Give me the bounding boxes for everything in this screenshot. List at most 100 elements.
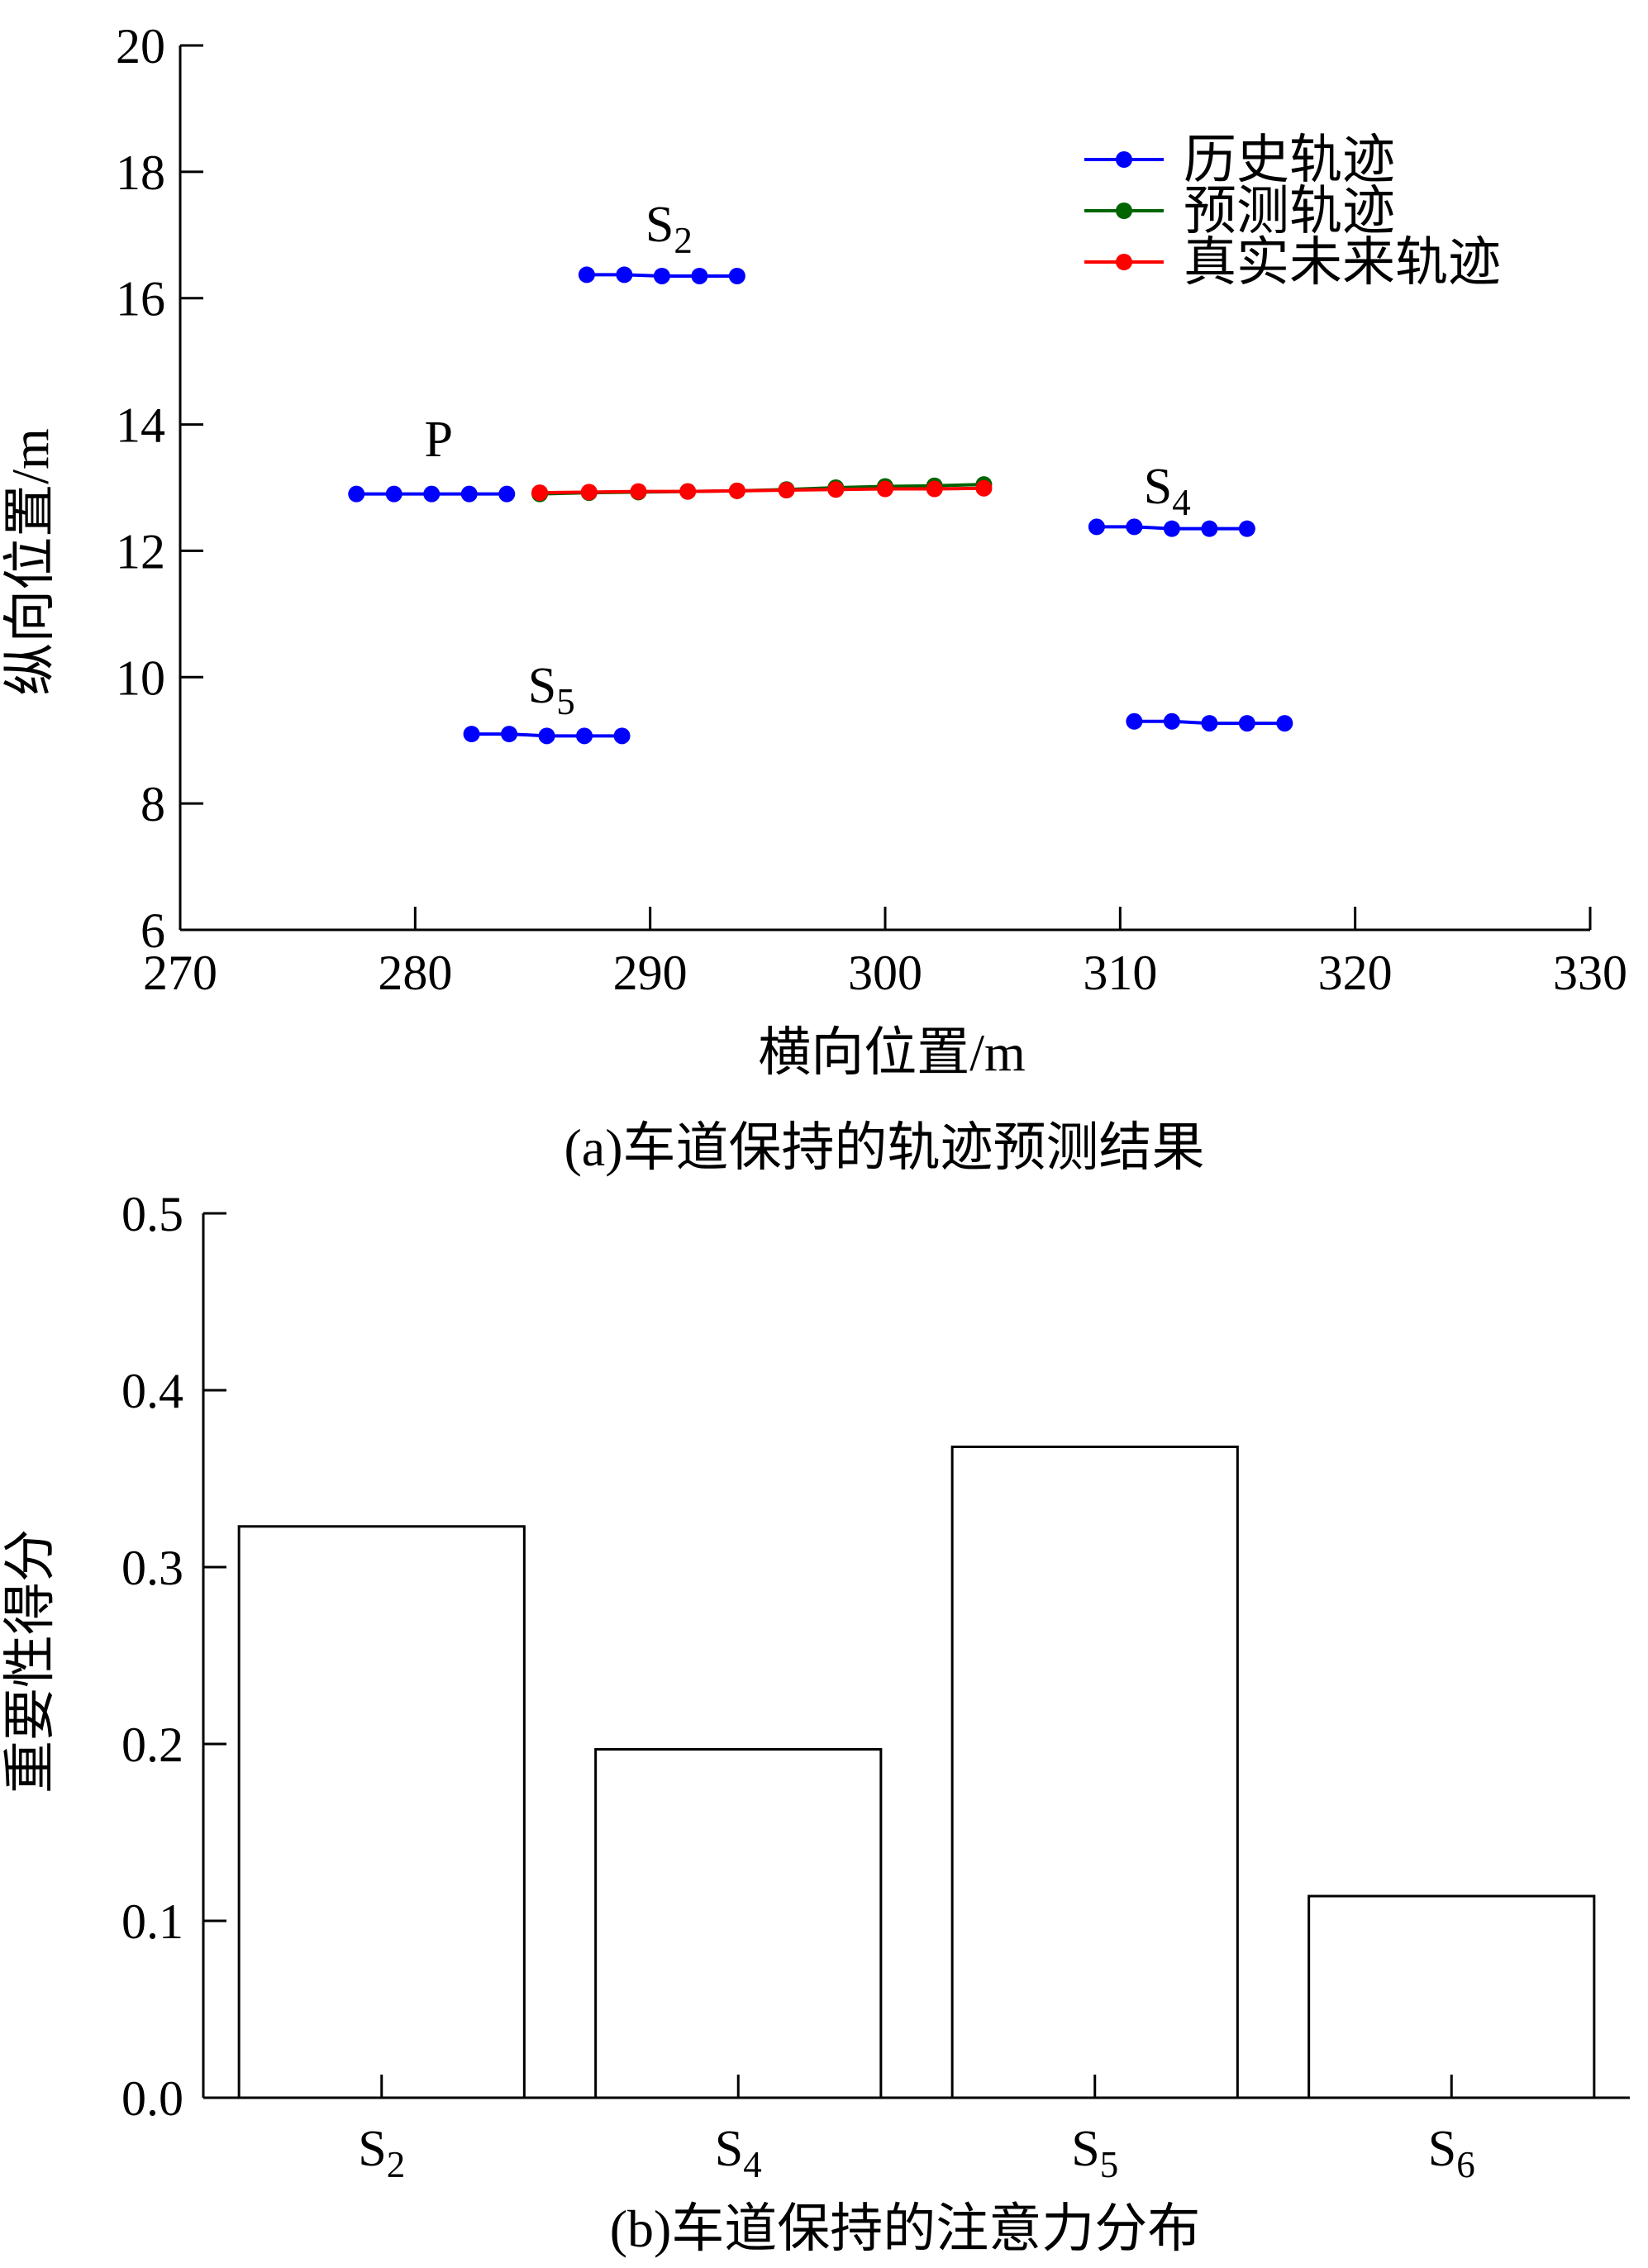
data-point [653, 267, 670, 284]
data-point [630, 483, 647, 500]
data-point [827, 481, 845, 498]
y-tick-label: 12 [116, 524, 165, 579]
attention-chart: 0.0 0.1 0.2 0.3 0.4 0.5 S2 S4 S5 S6 重要性得分 (b)车道保… [1, 1187, 1630, 2258]
data-point [778, 482, 795, 499]
series-历史轨迹 [348, 485, 516, 503]
bar [950, 1445, 1239, 2099]
data-point [975, 479, 993, 497]
y-tick-label: 14 [116, 398, 165, 453]
x-tick-label: S4 [715, 2121, 762, 2185]
annotation-label: P [425, 412, 453, 468]
y-tick-label: 0.1 [121, 1894, 183, 1949]
trajectory-y-ticks: 6 8 10 12 14 16 18 20 [116, 19, 203, 958]
data-point [1238, 520, 1255, 537]
data-point [1126, 518, 1143, 536]
bar [1307, 1894, 1596, 2099]
data-point [926, 480, 943, 498]
data-point [679, 483, 697, 500]
trajectory-annotations: S2 P S4 S5 [425, 197, 1191, 722]
data-point [423, 485, 441, 503]
data-point [1088, 518, 1105, 536]
data-point [578, 266, 595, 284]
data-point [616, 266, 633, 284]
y-tick-label: 0.3 [121, 1541, 183, 1595]
data-point [1238, 715, 1255, 732]
y-tick-label: 18 [116, 145, 165, 200]
data-point [460, 485, 478, 503]
series-真实未来轨迹 [531, 479, 993, 502]
annotation-label: S5 [528, 658, 575, 722]
series-历史轨迹 [1126, 712, 1293, 732]
x-tick-label: 270 [143, 946, 217, 1000]
y-tick-label: 20 [116, 19, 165, 74]
legend-swatch-marker [1116, 202, 1132, 219]
x-tick-label: 300 [848, 946, 922, 1000]
data-point [538, 727, 555, 745]
attention-y-axis-title: 重要性得分 [1, 1529, 60, 1794]
legend-swatch-marker [1116, 254, 1132, 270]
data-point [1201, 715, 1218, 732]
annotation-label: S4 [1144, 459, 1191, 523]
x-tick-label: 320 [1318, 946, 1393, 1000]
y-tick-label: 16 [116, 272, 165, 326]
x-tick-label: S5 [1071, 2121, 1118, 2185]
attention-bars [237, 1445, 1596, 2099]
trajectory-x-ticks: 270 280 290 300 310 320 330 [143, 907, 1627, 1000]
data-point [728, 267, 745, 284]
x-tick-label: 280 [378, 946, 452, 1000]
series-历史轨迹 [578, 266, 745, 284]
y-tick-label: 0.4 [121, 1364, 183, 1418]
data-point [348, 485, 365, 503]
legend-item: 真实未来轨迹 [1084, 233, 1501, 292]
legend-label: 预测轨迹 [1184, 182, 1395, 241]
attention-x-ticks: S2 S4 S5 S6 [358, 2075, 1475, 2185]
data-point [728, 482, 745, 499]
data-point [498, 485, 516, 503]
x-tick-label: 330 [1553, 946, 1627, 1000]
y-tick-label: 0.5 [121, 1187, 183, 1241]
y-tick-label: 10 [116, 650, 165, 705]
trajectory-caption: (a)车道保持的轨迹预测结果 [564, 1118, 1204, 1177]
legend-item: 历史轨迹 [1084, 131, 1395, 189]
y-tick-label: 6 [141, 903, 165, 958]
data-point [501, 726, 518, 743]
trajectory-x-axis-title: 横向位置/m [758, 1023, 1026, 1082]
y-tick-label: 0.0 [121, 2071, 183, 2126]
data-point [877, 480, 893, 498]
y-tick-label: 0.2 [121, 1718, 183, 1772]
legend-label: 历史轨迹 [1184, 131, 1395, 189]
trajectory-chart: 270 280 290 300 310 320 330 6 8 10 12 14 16 18 20 S2 P… [1, 19, 1627, 1177]
x-tick-label: 290 [613, 946, 688, 1000]
data-point [580, 484, 598, 501]
data-point [463, 726, 480, 743]
legend-swatch-marker [1116, 151, 1132, 168]
series-line [540, 486, 984, 495]
x-tick-label: S2 [358, 2121, 405, 2185]
data-point [531, 484, 549, 502]
data-point [1126, 712, 1143, 730]
data-point [613, 727, 631, 745]
data-point [1201, 520, 1218, 537]
trajectory-series [348, 266, 1293, 745]
attention-y-ticks: 0.0 0.1 0.2 0.3 0.4 0.5 [121, 1187, 226, 2126]
bar [594, 1747, 883, 2099]
data-point [1276, 715, 1293, 732]
data-point [1163, 712, 1180, 730]
annotation-label: S2 [645, 197, 693, 261]
y-tick-label: 8 [141, 777, 165, 831]
bar [237, 1525, 526, 2099]
legend-label: 真实未来轨迹 [1184, 233, 1501, 292]
series-历史轨迹 [1088, 518, 1255, 537]
series-历史轨迹 [463, 726, 631, 745]
attention-caption: (b)车道保持的注意力分布 [610, 2199, 1201, 2258]
data-point [691, 267, 708, 284]
data-point [385, 485, 402, 503]
x-tick-label: S6 [1428, 2121, 1475, 2185]
data-point [1163, 520, 1180, 537]
legend-item: 预测轨迹 [1084, 182, 1395, 241]
x-tick-label: 310 [1083, 946, 1157, 1000]
trajectory-y-axis-title: 纵向位置/m [1, 428, 60, 696]
data-point [576, 727, 593, 745]
